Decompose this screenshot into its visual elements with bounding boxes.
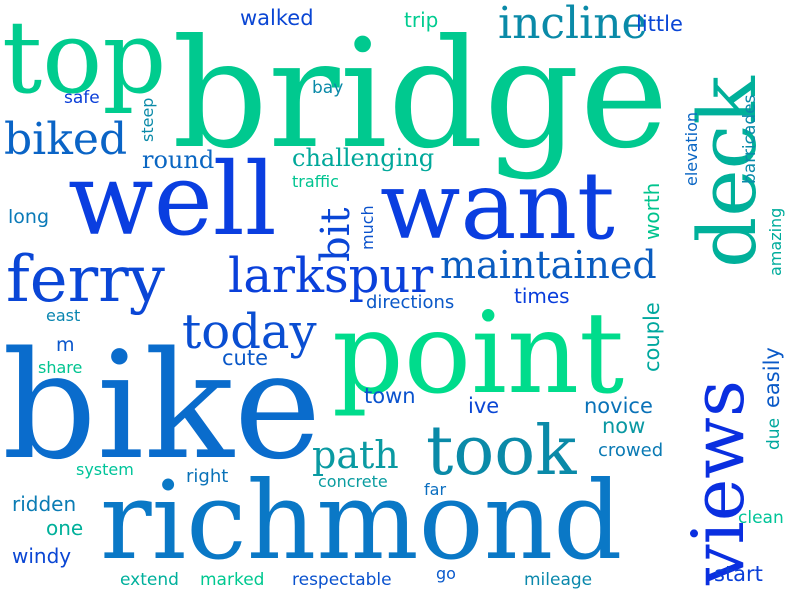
word-extend: extend <box>120 570 179 590</box>
word-larkspur: larkspur <box>228 248 434 304</box>
word-amazing: amazing <box>766 207 785 276</box>
word-system: system <box>76 460 134 479</box>
word-challenging: challenging <box>292 144 435 172</box>
word-ridden: ridden <box>12 492 77 516</box>
word-barricades: barricades <box>740 94 760 184</box>
word-safe: safe <box>64 88 100 108</box>
word-well: well <box>68 141 277 258</box>
word-trip: trip <box>404 8 439 32</box>
word-worth: worth <box>640 182 664 240</box>
word-start: start <box>714 562 763 586</box>
word-one: one <box>46 516 84 540</box>
word-due: due <box>764 417 784 450</box>
word-go: go <box>436 564 456 583</box>
word-ferry: ferry <box>6 243 165 317</box>
word-incline: incline <box>498 0 648 49</box>
word-traffic: traffic <box>292 172 339 191</box>
word-respectable: respectable <box>292 570 392 590</box>
word-long: long <box>8 206 50 228</box>
word-easily: easily <box>760 347 784 408</box>
word-steep: steep <box>138 97 157 142</box>
word-maintained: maintained <box>440 243 657 287</box>
word-marked: marked <box>200 570 265 590</box>
word-want: want <box>380 152 615 261</box>
word-concrete: concrete <box>318 472 388 491</box>
word-share: share <box>38 358 83 377</box>
word-took: took <box>426 412 577 491</box>
word-round: round <box>142 146 215 174</box>
word-couple: couple <box>640 302 664 372</box>
word-biked: biked <box>4 114 128 165</box>
word-point: point <box>332 289 625 419</box>
word-right: right <box>186 466 229 487</box>
word-directions: directions <box>366 292 455 313</box>
word-town: town <box>364 384 416 408</box>
word-walked: walked <box>240 6 314 30</box>
word-m: m <box>56 334 75 356</box>
word-clean: clean <box>738 508 784 528</box>
word-elevation: elevation <box>682 111 701 186</box>
word-east: east <box>46 306 81 325</box>
word-little: little <box>636 12 683 36</box>
word-richmond: richmond <box>100 459 623 584</box>
word-cute: cute <box>222 346 269 370</box>
word-bit: bit <box>313 207 359 262</box>
word-bike: bike <box>2 320 322 492</box>
word-views: views <box>676 380 760 585</box>
word-today: today <box>182 304 317 360</box>
word-bay: bay <box>312 78 344 98</box>
word-far: far <box>424 480 447 499</box>
word-mileage: mileage <box>524 570 593 590</box>
word-novice: novice <box>584 394 653 418</box>
word-crowed: crowed <box>598 440 664 461</box>
word-now: now <box>602 414 646 438</box>
word-times: times <box>514 284 570 308</box>
word-path: path <box>312 433 399 477</box>
word-top: top <box>2 0 167 116</box>
word-ive: ive <box>468 394 500 418</box>
word-much: much <box>358 205 377 250</box>
word-bridge: bridge <box>172 8 669 182</box>
word-windy: windy <box>12 544 72 568</box>
